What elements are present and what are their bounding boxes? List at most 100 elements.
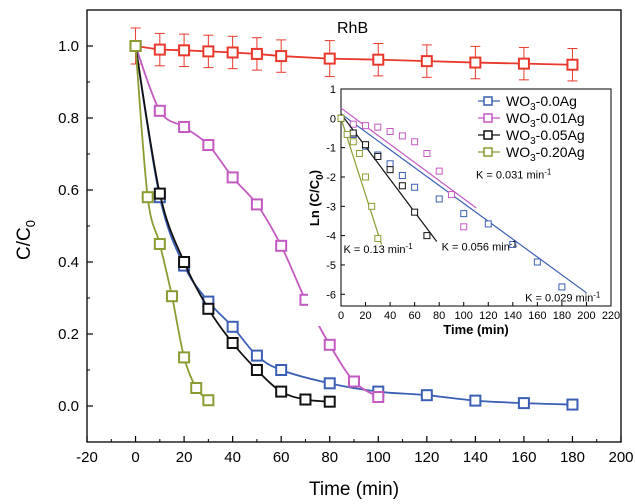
rate-constant-label: K = 0.13 min-1: [343, 242, 413, 256]
inset-point-wo3_005ag: [349, 129, 357, 137]
data-point-rhb: [178, 44, 191, 57]
data-point-wo3_020ag: [141, 191, 154, 204]
data-point-wo3_005ag: [153, 187, 166, 200]
main-x-tick-label: -20: [76, 449, 98, 466]
data-point-wo3_001ag: [348, 375, 360, 388]
main-y-axis-title: C/C0: [14, 220, 38, 260]
data-point-rhb: [372, 53, 385, 66]
data-point-rhb: [469, 56, 482, 69]
data-point-wo3_001ag: [250, 198, 263, 211]
main-series-group: [129, 27, 579, 411]
series-wo3_0ag: [129, 40, 579, 411]
inset-point-wo3_005ag: [362, 141, 370, 149]
inset-series-group: [337, 107, 587, 294]
rhb-annotation: RhB: [337, 20, 368, 37]
legend-label: WO3-0.05Ag: [506, 127, 585, 147]
series-line-wo3_020ag: [134, 45, 210, 401]
inset-x-tick-label: 140: [504, 310, 522, 322]
data-point-wo3_001ag: [202, 139, 215, 151]
data-point-wo3_001ag: [178, 121, 191, 133]
inset-point-wo3_020ag: [349, 138, 357, 146]
inset-y-tick-label: -1: [326, 143, 336, 155]
main-x-tick-label: 0: [131, 449, 139, 466]
main-axis-ticks: -20 0 20 40 60 80 100 120 140 160 180 2000.00.20.40…: [58, 38, 633, 466]
inset-x-tick-label: 20: [359, 310, 371, 322]
inset-point-wo3_005ag: [374, 152, 382, 160]
data-point-rhb: [323, 52, 336, 65]
inset-y-tick-label: 1: [330, 84, 336, 96]
main-x-tick-label: 80: [321, 449, 338, 466]
series-line-rhb: [135, 45, 573, 66]
rate-constant-label: K = 0.031 min-1: [476, 167, 552, 181]
data-point-wo3_005ag: [250, 364, 263, 376]
inset-point-wo3_005ag: [423, 232, 431, 240]
inset-point-wo3_0ag: [398, 172, 406, 180]
data-point-wo3_001ag: [226, 171, 239, 184]
data-point-wo3_0ag: [420, 389, 433, 402]
data-point-rhb: [202, 45, 215, 58]
data-point-wo3_005ag: [299, 393, 312, 406]
inset-point-wo3_001ag: [423, 150, 431, 158]
data-point-wo3_020ag: [190, 382, 203, 394]
inset-point-wo3_0ag: [435, 195, 443, 203]
rate-constant-label: K = 0.029 min-1: [525, 291, 601, 305]
inset-point-wo3_020ag: [374, 235, 382, 243]
inset-x-tick-label: 40: [384, 310, 396, 322]
inset-point-wo3_001ag: [374, 123, 382, 131]
inset-x-axis-title: Time (min): [443, 322, 509, 337]
main-x-tick-label: 140: [463, 449, 488, 466]
inset-point-wo3_005ag: [398, 182, 406, 190]
inset-y-tick-label: -4: [326, 231, 336, 243]
inset-plot: 0 20 40 60 80 100 120 140 160 180 200 220 1 0 -1 -2 -3 -4…: [307, 84, 620, 337]
inset-point-wo3_0ag: [386, 160, 394, 168]
inset-y-tick-label: -2: [326, 172, 336, 184]
inset-point-wo3_0ag: [558, 283, 566, 291]
legend-label: WO3-0.0Ag: [506, 93, 577, 113]
inset-y-tick-label: 0: [330, 113, 336, 125]
data-point-wo3_0ag: [323, 377, 336, 390]
rate-constant-label: K = 0.056 min-1: [442, 239, 518, 253]
inset-series-wo3_020ag: [337, 114, 383, 245]
data-point-wo3_020ag: [129, 40, 142, 52]
inset-y-tick-label: -6: [326, 289, 336, 301]
main-x-tick-label: 20: [176, 449, 193, 466]
inset-point-wo3_001ag: [447, 191, 455, 199]
series-wo3_020ag: [129, 40, 215, 407]
inset-point-wo3_020ag: [362, 173, 370, 181]
inset-point-wo3_020ag: [337, 114, 345, 122]
legend-marker: [483, 130, 493, 140]
inset-y-axis-title: Ln (C/C0): [307, 170, 326, 226]
main-x-axis-title: Time (min): [309, 479, 399, 500]
inset-x-tick-label: 220: [602, 310, 620, 322]
inset-point-wo3_001ag: [411, 138, 419, 146]
data-point-wo3_005ag: [226, 337, 239, 349]
series-rhb: [129, 27, 579, 82]
legend-label: WO3-0.20Ag: [506, 144, 585, 164]
main-x-tick-label: 160: [511, 449, 536, 466]
main-y-tick-label: 0.0: [58, 398, 79, 415]
data-point-wo3_0ag: [226, 320, 239, 333]
data-point-wo3_005ag: [178, 256, 191, 268]
data-point-wo3_020ag: [153, 238, 166, 250]
inset-x-tick-label: 180: [553, 310, 571, 322]
data-point-wo3_005ag: [323, 395, 336, 408]
legend-label: WO3-0.01Ag: [506, 110, 585, 130]
data-point-wo3_020ag: [178, 351, 191, 364]
data-point-wo3_0ag: [517, 397, 530, 410]
data-point-wo3_0ag: [250, 349, 263, 362]
main-x-tick-label: 120: [414, 449, 439, 466]
data-point-rhb: [275, 50, 288, 63]
fit-line-wo3_005ag: [340, 113, 438, 242]
inset-point-wo3_0ag: [460, 210, 468, 218]
data-point-rhb: [566, 58, 579, 71]
inset-x-tick-label: 60: [409, 310, 421, 322]
inset-point-wo3_001ag: [435, 167, 443, 175]
fit-line-wo3_020ag: [340, 118, 383, 245]
main-y-tick-label: 0.8: [58, 110, 79, 127]
inset-axis-ticks: 0 20 40 60 80 100 120 140 160 180 200 220 1 0 -1 -2 -3 -4…: [326, 84, 620, 322]
inset-x-tick-label: 200: [577, 310, 595, 322]
main-y-tick-label: 1.0: [58, 38, 79, 55]
data-point-rhb: [517, 57, 530, 70]
